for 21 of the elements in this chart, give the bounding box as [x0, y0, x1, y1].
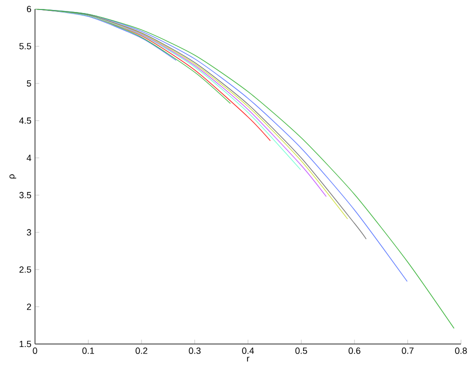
x-axis-title: r: [247, 356, 250, 362]
y-tick-label: 3.5: [19, 192, 32, 198]
y-axis-title: ρ: [9, 174, 16, 178]
y-tick-label: 2.5: [19, 266, 32, 273]
x-tick-label: 0.1: [82, 348, 94, 354]
y-tick-label: 5: [26, 80, 32, 87]
x-tick-label: 0.2: [136, 348, 148, 354]
y-tick-label: 6: [26, 6, 32, 12]
y-tick-label: 1.5: [20, 340, 32, 348]
x-tick-label: 0.7: [402, 348, 414, 354]
x-tick-label: 0: [32, 348, 38, 354]
x-tick-label: 0.6: [348, 348, 360, 354]
y-tick-label: 5.5: [19, 43, 32, 50]
x-tick-label: 0.4: [242, 348, 254, 354]
x-tick-label: 0.5: [295, 348, 308, 354]
y-tick-label: 4.5: [19, 118, 32, 124]
y-tick-label: 3: [26, 229, 32, 236]
y-tick-label: 4: [26, 154, 32, 161]
x-tick-label: 0.3: [188, 348, 201, 354]
y-tick-label: 2: [26, 304, 32, 310]
x-tick-label: 0.8: [455, 348, 467, 354]
